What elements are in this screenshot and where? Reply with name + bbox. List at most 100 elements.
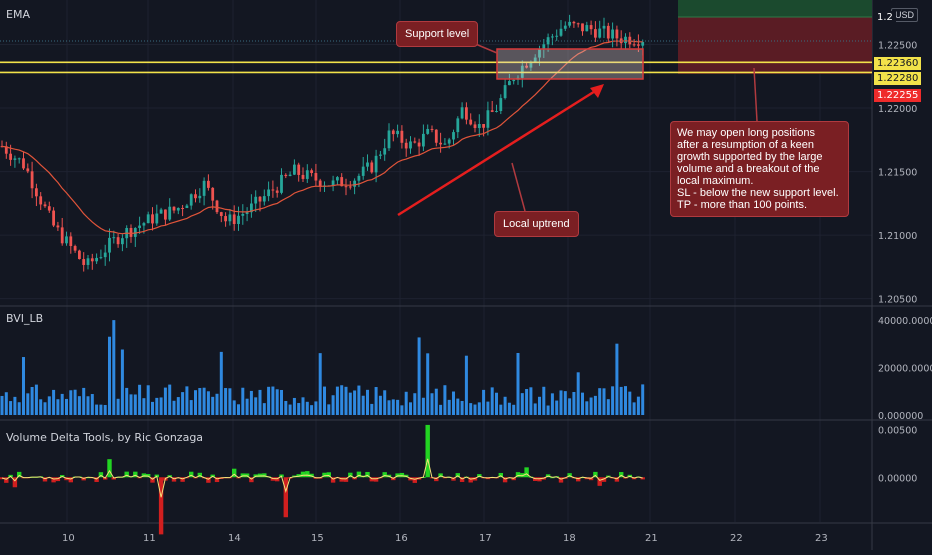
- candle-body: [452, 132, 455, 140]
- candle-body: [250, 203, 253, 213]
- delta-area-segment: [240, 473, 245, 478]
- candle-body: [555, 35, 559, 37]
- volume-bar: [611, 386, 615, 415]
- idea-note-pointer: [753, 67, 758, 122]
- candle-body: [267, 189, 270, 197]
- candle-body: [469, 119, 473, 125]
- volume-bar: [26, 393, 30, 415]
- delta-area-segment: [356, 471, 362, 478]
- candle-body: [456, 118, 460, 133]
- currency-badge[interactable]: USD: [890, 8, 918, 22]
- volume-bar: [443, 385, 447, 415]
- candle-body: [146, 214, 150, 224]
- candle-body: [69, 236, 73, 247]
- volume-bar: [619, 386, 623, 415]
- volume-bar: [172, 400, 176, 415]
- volume-bar: [387, 400, 391, 415]
- candle-body: [606, 25, 610, 39]
- volume-bar: [90, 394, 94, 415]
- price-y-tick-label: 1.22500: [878, 40, 917, 51]
- volume-bar: [30, 386, 34, 415]
- candle-body: [224, 216, 227, 222]
- volume-bar: [516, 352, 520, 415]
- candle-body: [533, 57, 537, 62]
- delta-area-segment: [107, 459, 112, 478]
- candle-body: [9, 153, 12, 160]
- volume-bar: [146, 385, 150, 415]
- candle-body: [86, 258, 90, 265]
- volume-bar: [546, 405, 550, 415]
- volume-y-tick-label: 0.000000: [878, 411, 923, 422]
- x-tick-label: 22: [730, 533, 743, 544]
- delta-area-segment: [619, 472, 624, 478]
- candle-body: [73, 246, 77, 251]
- candle-body: [508, 81, 511, 86]
- uptrend-label-pointer: [511, 162, 526, 212]
- candle-body: [271, 189, 275, 191]
- volume-bar: [430, 393, 434, 415]
- candle-body: [482, 124, 485, 128]
- volume-bar: [456, 398, 460, 415]
- delta-area-segment: [206, 477, 211, 483]
- volume-bar: [426, 353, 430, 415]
- volume-bar: [224, 388, 228, 415]
- volume-bar: [280, 389, 283, 415]
- candle-body: [194, 194, 197, 199]
- volume-bar: [305, 401, 309, 415]
- delta-area-segment: [68, 477, 73, 483]
- candle-body: [486, 110, 490, 128]
- ema-line: [1, 40, 643, 235]
- price-y-tick-label: 1.20500: [878, 295, 917, 306]
- volume-bar: [0, 395, 4, 415]
- volume-bar: [628, 391, 632, 415]
- volume-bar: [568, 398, 572, 415]
- delta-area-segment: [468, 477, 473, 483]
- candle-body: [99, 257, 103, 259]
- candle-body: [52, 210, 55, 226]
- support-level-label: Support level: [396, 21, 479, 47]
- candle-body: [305, 170, 309, 179]
- candle-body: [258, 196, 262, 202]
- volume-bar: [69, 390, 73, 415]
- volume-bar: [469, 403, 473, 415]
- x-tick-label: 17: [479, 533, 492, 544]
- candle-body: [95, 257, 98, 262]
- candle-body: [219, 212, 223, 217]
- volume-bar: [589, 397, 593, 415]
- volume-bar: [602, 388, 606, 415]
- delta-area-segment: [180, 477, 185, 482]
- idea-line: local maximum.: [677, 175, 754, 187]
- candle-body: [17, 158, 21, 160]
- volume-bar: [22, 357, 25, 415]
- volume-bar: [391, 399, 395, 415]
- volume-bar: [288, 404, 292, 415]
- volume-bar: [198, 388, 202, 415]
- candle-body: [47, 206, 51, 211]
- x-tick-label: 21: [645, 533, 658, 544]
- delta-area-segment: [94, 477, 99, 482]
- candle-body: [473, 124, 477, 129]
- candle-body: [60, 227, 64, 244]
- candle-body: [310, 170, 313, 174]
- delta-area-segment: [425, 424, 430, 478]
- candle-body: [637, 44, 640, 46]
- volume-bar: [624, 386, 627, 415]
- idea-line: We may open long positions: [677, 127, 815, 139]
- volume-bar: [464, 355, 468, 415]
- volume-bar: [417, 337, 421, 415]
- price-y-tick-label: 1.21000: [878, 231, 917, 242]
- candle-body: [379, 154, 382, 156]
- volume-bar: [43, 402, 47, 415]
- volume-bar: [576, 372, 580, 415]
- volume-bar: [228, 388, 232, 415]
- candle-body: [318, 180, 322, 187]
- candle-body: [357, 175, 361, 181]
- delta-area-segment: [326, 472, 331, 478]
- candle-body: [404, 142, 408, 149]
- volume-bar: [112, 320, 116, 415]
- x-tick-label: 10: [62, 533, 75, 544]
- candle-body: [207, 180, 210, 188]
- candle-body: [396, 130, 399, 135]
